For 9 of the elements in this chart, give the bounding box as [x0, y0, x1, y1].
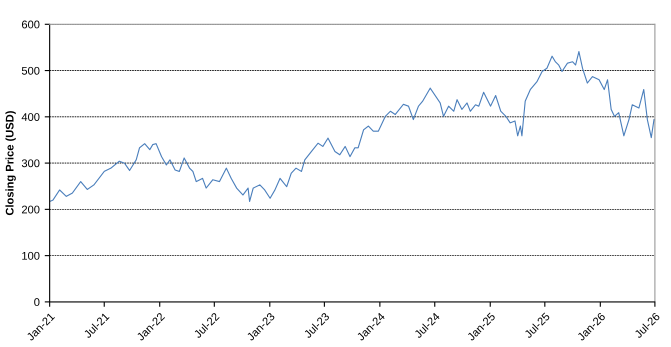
y-tick-label: 100 [22, 252, 40, 260]
y-axis-title: Closing Price (USD) [5, 111, 16, 216]
y-tick-label: 500 [22, 66, 40, 75]
y-tick-label: 400 [22, 113, 40, 121]
line-series [50, 51, 655, 202]
y-tick-label: 200 [22, 206, 40, 214]
y-tick-label: 300 [22, 159, 40, 168]
y-tick-label: 600 [22, 20, 40, 28]
y-tick-label: 0 [34, 298, 40, 306]
